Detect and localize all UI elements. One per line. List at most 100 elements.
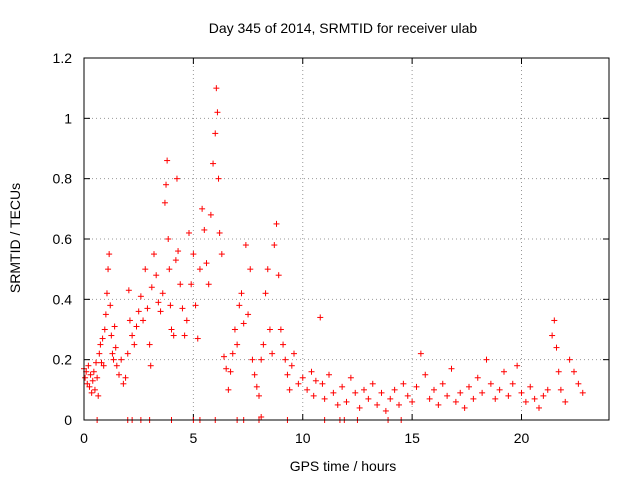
data-point: [404, 392, 411, 399]
data-point: [170, 332, 177, 339]
data-point: [100, 362, 107, 369]
data-point: [551, 317, 558, 324]
data-point: [413, 383, 420, 390]
data-point: [205, 281, 212, 288]
plot-frame: [83, 57, 610, 421]
data-point: [352, 389, 359, 396]
data-point: [86, 383, 93, 390]
y-tick-label: 0.6: [53, 231, 73, 247]
data-point: [347, 374, 354, 381]
y-tick-label: 0.4: [53, 291, 73, 307]
data-point: [262, 290, 269, 297]
data-point: [102, 311, 109, 318]
data-point: [575, 380, 582, 387]
data-point: [479, 389, 486, 396]
data-point: [216, 229, 223, 236]
data-point: [295, 380, 302, 387]
data-point: [88, 389, 95, 396]
data-point: [400, 380, 407, 387]
data-point: [221, 353, 227, 360]
data-point: [96, 350, 103, 357]
data-point: [330, 389, 337, 396]
data-point: [396, 401, 402, 408]
data-point: [426, 395, 433, 402]
data-point: [249, 356, 256, 363]
data-point: [234, 341, 241, 348]
y-tick-label: 1: [64, 110, 72, 126]
data-point: [105, 266, 112, 273]
data-point: [229, 350, 236, 357]
y-tick-label: 0: [64, 412, 72, 428]
data-point: [378, 389, 385, 396]
data-point: [269, 350, 276, 357]
data-point: [374, 401, 381, 408]
data-point: [258, 356, 265, 363]
data-point: [531, 395, 538, 402]
data-point: [579, 389, 586, 396]
chart-title: Day 345 of 2014, SRMTID for receiver ula…: [209, 20, 478, 36]
axis-ticks: 0 0.2 0.4 0.6 0.8 1 1.2 0 5 10 15 20: [53, 50, 609, 446]
x-axis-label: GPS time / hours: [290, 458, 397, 474]
data-point: [201, 226, 208, 233]
data-point: [448, 365, 455, 372]
x-tick-label: 5: [189, 430, 197, 446]
data-point: [470, 395, 477, 402]
data-point: [213, 85, 220, 92]
data-point: [148, 284, 155, 291]
data-point: [555, 368, 562, 375]
data-point: [474, 374, 481, 381]
data-point: [165, 236, 172, 242]
data-point: [527, 383, 534, 390]
data-point: [461, 404, 468, 411]
x-tick-label: 10: [295, 430, 311, 446]
data-point: [231, 326, 238, 333]
data-points: [81, 85, 586, 423]
data-point: [179, 305, 186, 312]
data-point: [514, 362, 521, 369]
data-point: [172, 257, 179, 264]
data-point: [203, 260, 210, 267]
data-point: [435, 401, 442, 408]
data-point: [157, 308, 164, 315]
data-point: [140, 317, 147, 324]
data-point: [164, 157, 171, 164]
data-point: [409, 398, 416, 405]
data-point: [317, 314, 324, 321]
data-point: [343, 398, 350, 405]
data-point: [422, 371, 429, 378]
data-point: [131, 341, 138, 348]
data-point: [99, 335, 106, 342]
data-point: [245, 311, 252, 318]
data-point: [190, 251, 197, 258]
data-point: [194, 335, 201, 342]
data-point: [124, 350, 131, 357]
data-point: [181, 332, 188, 339]
x-tick-label: 0: [80, 430, 88, 446]
y-tick-label: 1.2: [53, 50, 73, 66]
data-point: [90, 368, 97, 375]
data-point: [260, 341, 267, 348]
data-point: [439, 380, 446, 387]
data-point: [310, 392, 317, 399]
data-point: [112, 344, 119, 351]
data-point: [553, 344, 560, 351]
data-point: [85, 362, 92, 369]
data-point: [334, 401, 341, 408]
data-point: [487, 380, 494, 387]
data-point: [417, 350, 424, 357]
data-point: [106, 251, 113, 258]
data-point: [151, 251, 157, 258]
data-point: [540, 392, 547, 399]
data-point: [108, 332, 115, 339]
data-point: [87, 371, 94, 378]
data-point: [166, 266, 173, 273]
x-tick-label: 15: [404, 430, 420, 446]
data-point: [120, 380, 127, 387]
data-point: [288, 362, 295, 369]
data-point: [137, 293, 144, 300]
data-point: [129, 332, 136, 339]
data-point: [280, 341, 287, 348]
data-point: [312, 377, 319, 384]
data-point: [549, 332, 556, 339]
